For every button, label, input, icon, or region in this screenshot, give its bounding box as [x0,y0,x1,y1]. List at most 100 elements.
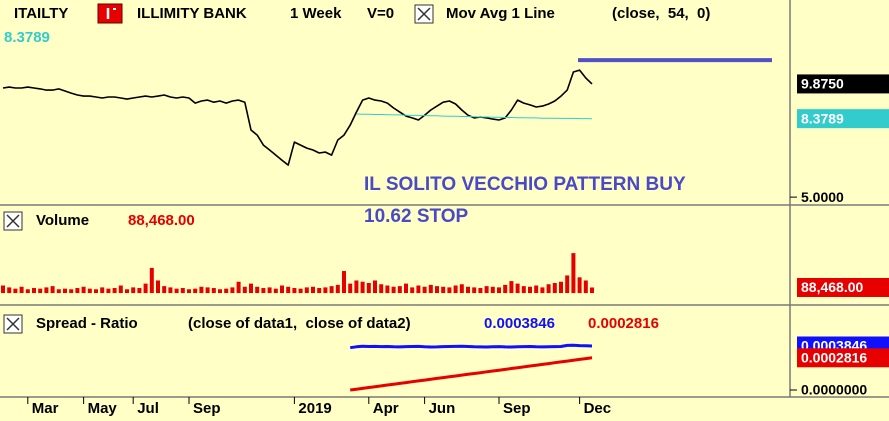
volume-bar [131,287,136,294]
x-tick-label: May [88,400,118,417]
volume-flag: V=0 [367,5,394,22]
x-tick-label: 2019 [298,400,331,417]
volume-bar [304,287,309,294]
checkbox[interactable] [414,4,434,24]
volume-bar [354,280,359,294]
checkbox[interactable] [3,211,23,231]
volume-bar [125,289,129,294]
x-tick-label: Sep [503,400,531,417]
annotation: IL SOLITO VECCHIO PATTERN BUY [364,174,686,195]
volume-bar [224,288,229,294]
volume-bar [540,287,545,294]
volume-bar [577,277,582,294]
series-line [2,69,593,166]
security-name: ILLIMITY BANK [137,5,247,22]
volume-bar [478,288,483,294]
volume-bar [335,284,340,294]
volume-bar [280,285,284,294]
series-line [350,356,593,392]
volume-bar [385,285,390,294]
volume-bar [112,288,117,294]
x-tick-label: Apr [373,400,399,417]
period: 1 Week [290,5,342,22]
x-tick-label: Jun [429,400,456,417]
value-box [797,348,889,368]
value-box-label: 9.8750 [801,76,844,92]
x-tick-label: Jul [137,400,159,417]
volume-bar [559,281,563,294]
ma-last-value: 8.3789 [4,29,50,46]
volume-bar [323,287,328,294]
volume-bar [38,288,43,294]
volume-bar [329,286,334,294]
volume-bar [484,286,489,294]
volume-bar [187,289,191,294]
series-line [349,343,593,350]
volume-bar [360,281,365,294]
volume-bar [211,288,216,294]
checkbox-mark [6,317,20,331]
volume-bar [100,287,105,294]
volume-bar [32,288,36,294]
volume-bar [509,281,514,294]
volume-bar [44,287,49,294]
volume-bar [286,286,291,294]
series-last-value: 0.0003846 [484,315,555,332]
volume-bar [106,288,111,294]
volume-bar [317,288,322,294]
checkbox[interactable] [3,314,23,334]
volume-bar [298,288,303,294]
volume-bar [143,283,148,294]
volume-bar [242,286,247,294]
value-box [797,74,889,94]
volume-bar [472,287,477,294]
volume-bar [156,280,160,294]
volume-bar [13,288,18,294]
volume-bar [373,280,377,294]
volume-bar [397,286,402,294]
volume-bar [174,288,179,294]
volume-bar [63,288,67,294]
volume-bar [87,288,92,294]
volume-bar [81,286,86,294]
volume-bar [435,286,439,294]
volume-bar [255,286,260,294]
volume-bar [534,285,539,294]
volume-bar [348,283,353,294]
volume-bar [249,283,253,294]
volume-bar [453,285,458,294]
volume-bar [162,286,167,294]
volume-bar [50,286,55,294]
volume-bar [218,289,222,294]
volume-bar [410,287,415,294]
volume-bar [7,287,12,294]
volume-bar [56,289,61,294]
volume-bar [528,286,532,294]
volume-last-value: 88,468.00 [128,212,195,229]
volume-bar [236,281,241,294]
volume-bar [422,286,427,294]
value-box [797,277,889,297]
volume-bar [230,287,235,294]
value-box-label: 0.0002816 [801,349,867,365]
panel-title: Spread - Ratio [36,315,138,332]
volume-bar [311,286,315,294]
value-box [797,109,889,129]
volume-bar [261,288,266,294]
volume-bar [25,289,30,294]
volume-bar [267,287,272,294]
volume-bar [205,287,210,294]
value-box-label: 8.3789 [801,110,844,126]
panel-title: Volume [36,212,89,229]
series-last-value: 0.0002816 [588,315,659,332]
volume-bar [466,286,470,294]
volume-bar [118,285,123,294]
volume-bar [503,284,508,294]
volume-bar [75,288,80,294]
volume-bar [565,275,570,294]
symbol-icon[interactable] [97,3,123,24]
volume-bar [342,271,346,294]
volume-bar [391,286,396,294]
